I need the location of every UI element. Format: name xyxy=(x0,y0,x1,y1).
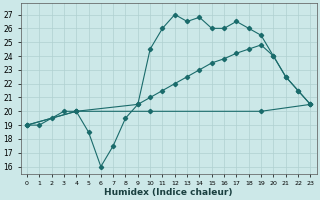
X-axis label: Humidex (Indice chaleur): Humidex (Indice chaleur) xyxy=(104,188,233,197)
